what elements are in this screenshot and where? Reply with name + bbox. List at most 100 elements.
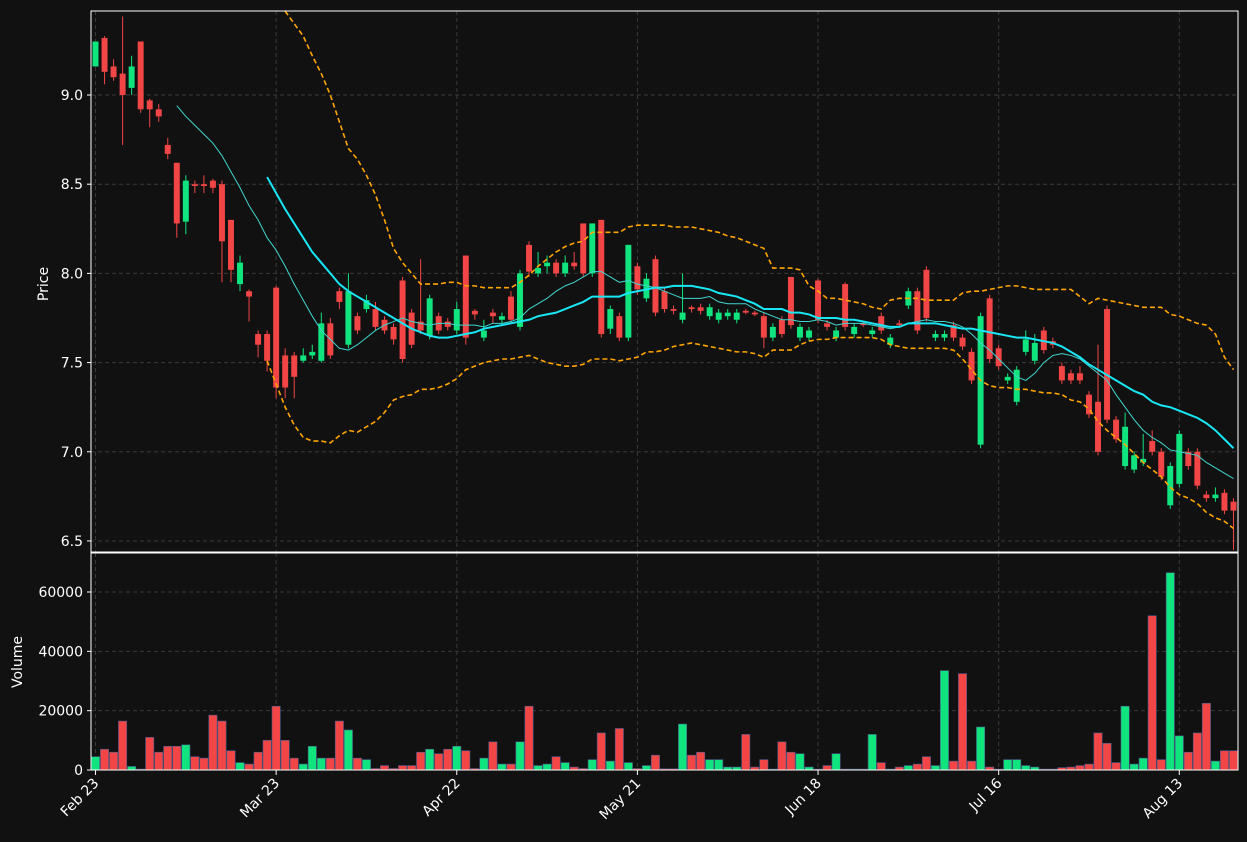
candle-body [282,355,289,388]
candle-body [679,312,686,320]
volume-bar [235,762,245,770]
volume-bar [732,766,742,770]
candle-body [932,334,939,338]
candle-body [191,184,198,186]
candle-body [1013,369,1020,402]
price-axis-label: Price [36,267,52,301]
candle-body [553,262,560,274]
candle-body [119,73,126,96]
candle-body [806,330,812,338]
volume-bar [641,765,651,770]
volume-bar [289,757,299,770]
volume-bar [894,766,904,770]
candle-body [1058,366,1065,381]
candle-body [1113,419,1120,440]
volume-bar [127,766,137,770]
candle-body [426,298,433,336]
y-tick-label: 60000 [38,585,83,601]
volume-bar [705,759,715,770]
volume-bar [343,729,353,770]
volume-bar [930,765,940,770]
candle-body [535,268,542,274]
y-tick-label: 7.5 [61,356,83,372]
volume-bar [91,756,100,770]
candle-body [101,37,108,72]
candle-body [968,351,975,381]
volume-bar [524,705,534,770]
candle-body [318,323,325,361]
volume-bar [777,741,787,770]
candle-body [345,291,352,345]
volume-axis-label: Volume [10,636,26,688]
volume-bar [181,744,191,770]
volume-bar [876,762,886,770]
candle-body [670,309,677,311]
volume-bar [560,762,570,770]
candle-body [986,298,993,360]
volume-bar [497,763,507,770]
volume-bar [1093,732,1103,770]
price-plot [91,11,1238,552]
candle-body [833,330,840,338]
candle-body [1076,373,1083,381]
candle-body [489,312,496,317]
volume-bar [271,705,281,770]
volume-bar [759,759,769,770]
candle-body [1167,466,1174,506]
candle-body [228,219,234,270]
volume-bar [714,759,724,770]
candle-body [851,326,858,335]
candle-body [453,309,460,331]
candle-body [137,41,144,110]
candle-body [526,244,533,272]
candle-body [580,223,587,274]
volume-bar [1120,705,1130,770]
volume-bar [380,765,389,770]
volume-bar [976,726,986,770]
candle-body [1221,492,1228,511]
volume-bar [172,745,182,770]
overlay-line [176,105,1234,479]
volume-bar [867,734,877,770]
volume-bar [1165,572,1175,770]
volume-bar [921,756,931,770]
volume-bar [416,751,426,770]
volume-bar [687,754,697,770]
candle-body [607,309,614,329]
candle-body [652,259,659,313]
candle-body [110,66,117,78]
candle-body [724,312,731,317]
volume-bar [1183,751,1193,770]
overlay-line [266,176,1235,449]
candle-body [300,355,307,361]
volume-bar [226,750,236,770]
volume-bar [1102,743,1112,770]
candle-body [1131,455,1138,470]
candle-body [1176,433,1183,484]
volume-bar [488,741,498,770]
volume-bar [280,740,290,770]
volume-bar [443,748,453,770]
candle-body [1212,494,1219,499]
volume-bar [569,766,579,770]
candle-body [246,291,253,297]
candle-body [1158,451,1165,477]
candle-body [878,316,885,331]
candle-body [399,280,406,360]
candle-body [842,284,849,327]
candle-body [706,307,713,317]
overlay-line [266,336,1234,530]
candle-body [1194,451,1201,486]
candle-body [760,316,767,338]
candle-body [742,310,749,313]
candle-body [480,330,487,338]
candle-body [237,262,244,285]
volume-bar [596,732,606,770]
candle-body [571,262,578,267]
candle-body [616,316,623,338]
volume-bar [533,765,543,770]
candle-body [363,300,370,310]
candle-body [562,262,569,274]
candle-body [146,100,153,110]
